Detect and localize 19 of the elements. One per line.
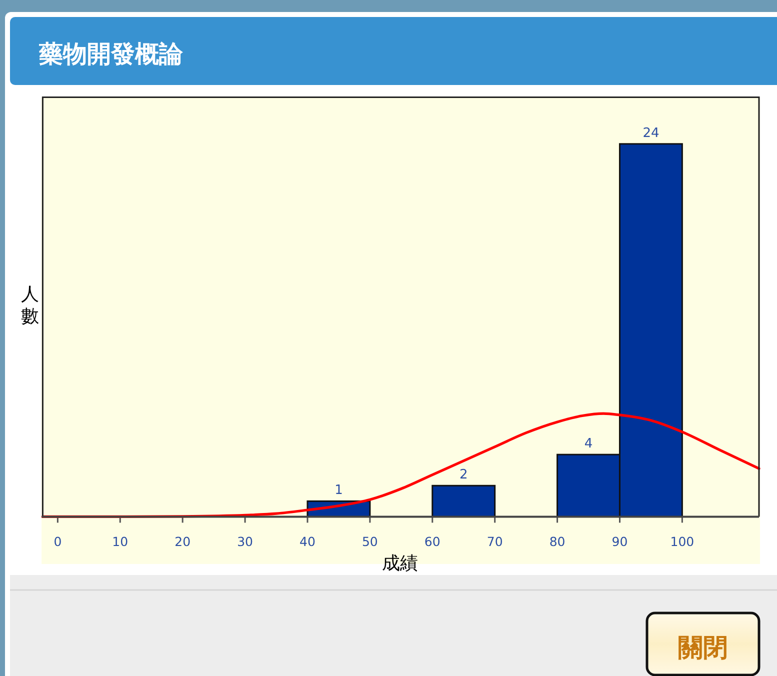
y-axis-title: 人數 — [21, 284, 39, 327]
x-tick-label: 100 — [670, 534, 694, 549]
data-label: 2 — [459, 468, 468, 483]
x-tick-label: 70 — [486, 534, 503, 549]
data-label: 24 — [642, 126, 660, 141]
x-tick-label: 0 — [54, 534, 62, 549]
x-tick-label: 60 — [424, 534, 440, 549]
data-label: 1 — [334, 483, 343, 498]
button[interactable]: 關閉 — [646, 612, 760, 676]
x-tick-label: 30 — [237, 534, 254, 549]
x-tick-label: 90 — [612, 534, 628, 549]
x-tick-label: 20 — [174, 534, 191, 549]
x-tick-label: 40 — [300, 534, 316, 549]
x-axis-title: 成績 — [382, 553, 418, 574]
x-tick-label: 10 — [112, 534, 128, 549]
data-label: 4 — [584, 436, 593, 452]
chart-title: 藥物開發概論 — [38, 40, 184, 68]
x-tick-label: 80 — [549, 534, 566, 549]
x-tick-label: 50 — [362, 534, 378, 549]
